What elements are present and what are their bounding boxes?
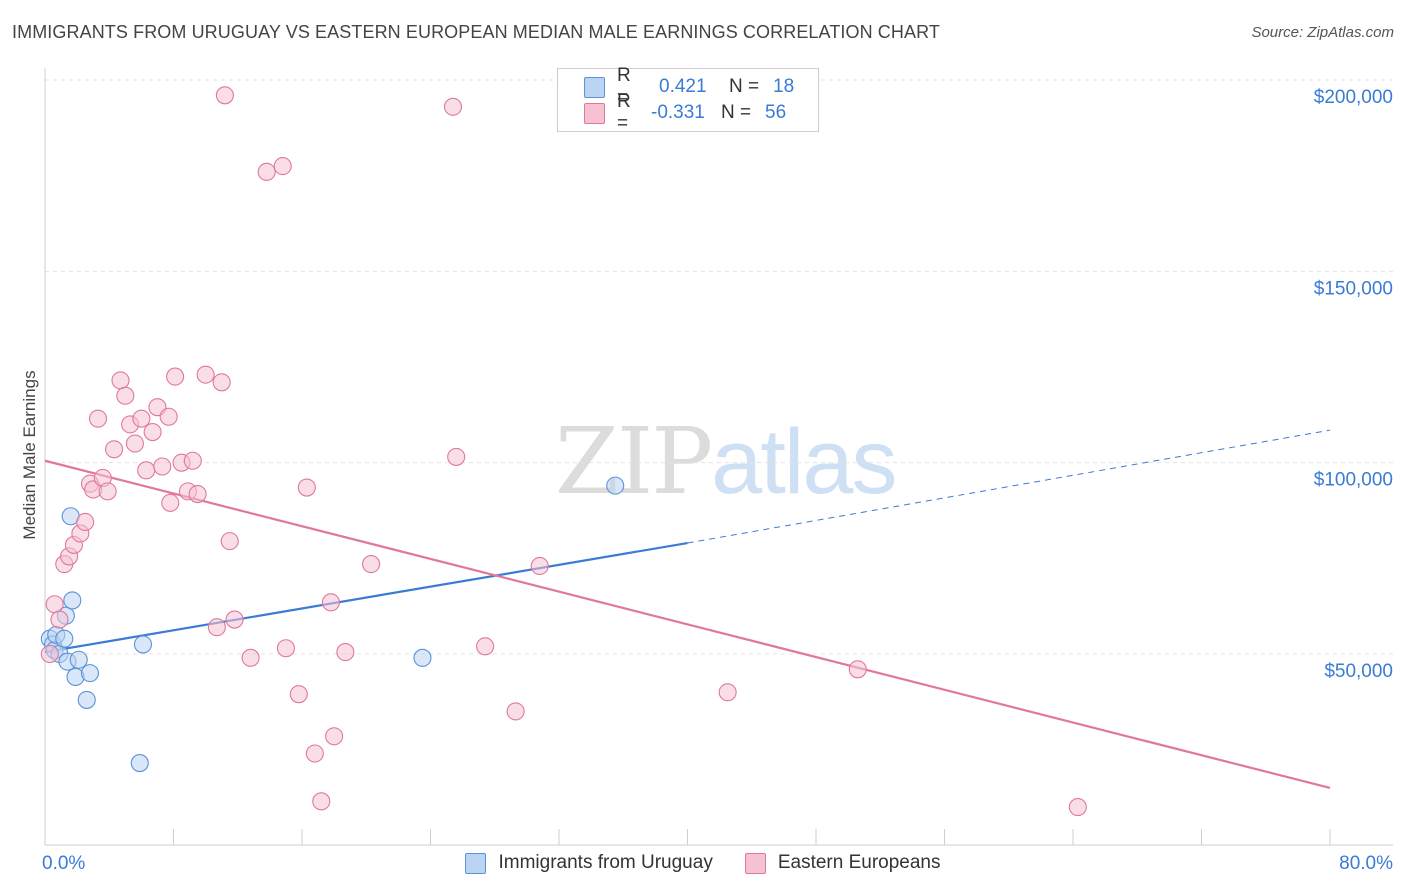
data-point-eastern: [40, 644, 59, 664]
data-point-eastern: [257, 162, 276, 181]
watermark: ZIPatlas: [555, 408, 898, 515]
series-legend-uruguay: Immigrants from Uruguay: [465, 852, 713, 874]
correlation-legend: R = 0.421 N = 18 R = -0.331 N = 56: [557, 65, 819, 134]
data-point-eastern: [183, 451, 202, 470]
data-point-eastern: [506, 702, 525, 721]
data-point-eastern: [312, 792, 331, 811]
data-point-eastern: [321, 593, 340, 612]
data-point-eastern: [530, 556, 549, 576]
data-point-eastern: [125, 434, 144, 453]
y-tick-label: $150,000: [1314, 278, 1393, 299]
legend-r-label: R =: [617, 91, 631, 134]
data-point-uruguay: [69, 650, 88, 669]
data-point-eastern: [159, 407, 178, 426]
data-point-eastern: [143, 423, 162, 442]
data-point-uruguay: [63, 591, 82, 610]
x-tick-label: 0.0%: [42, 853, 85, 874]
data-point-eastern: [447, 447, 466, 466]
data-point-eastern: [297, 478, 316, 497]
series-label-uruguay: Immigrants from Uruguay: [498, 852, 713, 873]
data-point-eastern: [111, 371, 130, 390]
trend-lines: [44, 429, 1331, 789]
trend-line-eastern: [44, 459, 1331, 789]
grid-lines: [45, 79, 1393, 655]
axes: [44, 68, 1393, 846]
data-point-eastern: [215, 86, 234, 105]
watermark-atlas: atlas: [711, 411, 897, 513]
data-point-eastern: [50, 610, 69, 629]
watermark-zip: ZIP: [555, 408, 713, 515]
data-point-eastern: [153, 457, 172, 476]
data-point-uruguay: [77, 690, 96, 709]
data-point-eastern: [166, 367, 185, 386]
data-point-eastern: [196, 365, 215, 384]
data-points: [40, 86, 1087, 817]
y-axis-label: Median Male Earnings: [20, 370, 39, 539]
data-point-eastern: [225, 610, 244, 629]
series-swatch-eastern: [744, 852, 766, 874]
legend-r-value: 0.421: [659, 76, 707, 97]
data-point-eastern: [207, 618, 226, 637]
trend-line-uruguay: [44, 541, 688, 654]
data-point-eastern: [45, 595, 64, 614]
data-point-eastern: [289, 685, 308, 704]
data-point-eastern: [443, 97, 463, 116]
legend-n-value: 18: [773, 76, 795, 97]
data-point-uruguay: [80, 664, 100, 683]
data-point-eastern: [137, 461, 156, 480]
data-point-eastern: [161, 493, 180, 512]
data-point-eastern: [88, 409, 108, 428]
legend-swatch-uruguay: [584, 76, 605, 98]
data-point-eastern: [98, 482, 117, 501]
data-point-eastern: [336, 643, 355, 662]
data-point-eastern: [76, 512, 95, 532]
data-point-eastern: [276, 639, 295, 658]
legend-n-value: 56: [765, 102, 787, 123]
y-tick-label: $50,000: [1324, 661, 1393, 682]
series-swatch-uruguay: [465, 852, 487, 874]
data-point-uruguay: [606, 476, 625, 495]
data-point-eastern: [848, 660, 867, 679]
y-tick-label: $200,000: [1314, 87, 1393, 108]
series-legend-eastern: Eastern Europeans: [744, 852, 941, 874]
data-point-eastern: [116, 386, 135, 405]
data-point-eastern: [1068, 798, 1087, 817]
x-tick-label: 80.0%: [1339, 853, 1393, 874]
legend-r-label: R =: [617, 65, 631, 108]
axis-labels: $50,000 $100,000 $150,000 $200,000 0.0% 80.0%…: [20, 87, 1393, 874]
chart-title: IMMIGRANTS FROM URUGUAY VS EASTERN EUROP…: [12, 22, 940, 42]
data-point-uruguay: [413, 648, 432, 667]
legend-r-value: -0.331: [651, 102, 705, 123]
data-point-uruguay: [55, 629, 74, 648]
data-point-eastern: [105, 440, 124, 459]
legend-n-label: N =: [721, 102, 752, 123]
data-point-eastern: [212, 373, 231, 392]
data-point-eastern: [362, 555, 381, 574]
legend-row-uruguay: R = 0.421 N = 18: [584, 65, 795, 108]
legend-row-eastern: R = -0.331 N = 56: [584, 91, 787, 134]
legend-n-label: N =: [729, 76, 760, 97]
trend-extension-uruguay: [687, 429, 1331, 544]
data-point-eastern: [188, 484, 207, 504]
data-point-eastern: [718, 683, 737, 702]
data-point-eastern: [220, 532, 239, 551]
data-point-eastern: [132, 409, 151, 428]
data-point-eastern: [305, 744, 324, 763]
data-point-eastern: [325, 727, 344, 746]
data-point-uruguay: [130, 754, 149, 773]
data-point-eastern: [273, 157, 292, 176]
series-legend: Immigrants from Uruguay Eastern European…: [0, 852, 1406, 874]
source-label: Source: ZipAtlas.com: [1251, 24, 1394, 41]
series-label-eastern: Eastern Europeans: [777, 852, 941, 873]
data-point-eastern: [241, 648, 260, 667]
data-point-eastern: [476, 637, 495, 656]
legend-swatch-eastern: [584, 102, 605, 124]
data-point-uruguay: [133, 635, 153, 654]
y-tick-label: $100,000: [1314, 470, 1393, 491]
